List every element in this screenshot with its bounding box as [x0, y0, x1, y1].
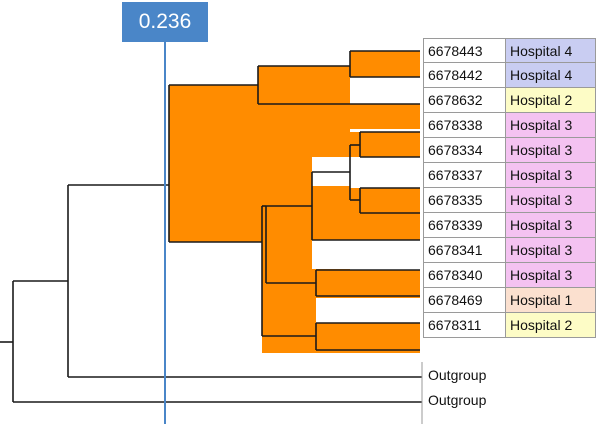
sample-id: 6678338: [424, 113, 506, 137]
tip-row: 6678442 Hospital 4: [423, 63, 596, 88]
tip-label-table: 6678443 Hospital 4 6678442 Hospital 4 667863…: [423, 38, 596, 338]
sample-id: 6678442: [424, 63, 506, 87]
tip-row: 6678341 Hospital 3: [423, 238, 596, 263]
tip-row: 6678335 Hospital 3: [423, 188, 596, 213]
hospital-label: Hospital 3: [506, 188, 595, 212]
sample-id: 6678339: [424, 213, 506, 237]
hospital-label: Hospital 4: [506, 39, 595, 62]
sample-id: 6678335: [424, 188, 506, 212]
tip-row: 6678443 Hospital 4: [423, 38, 596, 63]
tip-row: 6678339 Hospital 3: [423, 213, 596, 238]
hospital-label: Hospital 3: [506, 113, 595, 137]
tip-row: 6678338 Hospital 3: [423, 113, 596, 138]
outgroup-label: Outgroup: [428, 392, 487, 408]
sample-id: 6678469: [424, 288, 506, 312]
hospital-label: Hospital 1: [506, 288, 595, 312]
sample-id: 6678337: [424, 163, 506, 187]
tip-row: 6678632 Hospital 2: [423, 88, 596, 113]
tip-row: 6678469 Hospital 1: [423, 288, 596, 313]
hospital-label: Hospital 3: [506, 163, 595, 187]
sample-id: 6678632: [424, 88, 506, 112]
outgroup-label: Outgroup: [428, 367, 487, 383]
sample-id: 6678340: [424, 263, 506, 287]
hospital-label: Hospital 3: [506, 138, 595, 162]
sample-id: 6678311: [424, 313, 506, 337]
hospital-label: Hospital 3: [506, 263, 595, 287]
sample-id: 6678443: [424, 39, 506, 62]
hospital-label: Hospital 3: [506, 238, 595, 262]
tree-branches: [0, 50, 422, 403]
hospital-label: Hospital 2: [506, 88, 595, 112]
tip-row: 6678311 Hospital 2: [423, 313, 596, 338]
hospital-label: Hospital 2: [506, 313, 595, 337]
hospital-label: Hospital 4: [506, 63, 595, 87]
sample-id: 6678334: [424, 138, 506, 162]
tip-row: 6678337 Hospital 3: [423, 163, 596, 188]
threshold-label: 0.236: [122, 2, 208, 42]
tip-row: 6678340 Hospital 3: [423, 263, 596, 288]
sample-id: 6678341: [424, 238, 506, 262]
hospital-label: Hospital 3: [506, 213, 595, 237]
highlighted-clade: [169, 51, 420, 353]
tip-row: 6678334 Hospital 3: [423, 138, 596, 163]
